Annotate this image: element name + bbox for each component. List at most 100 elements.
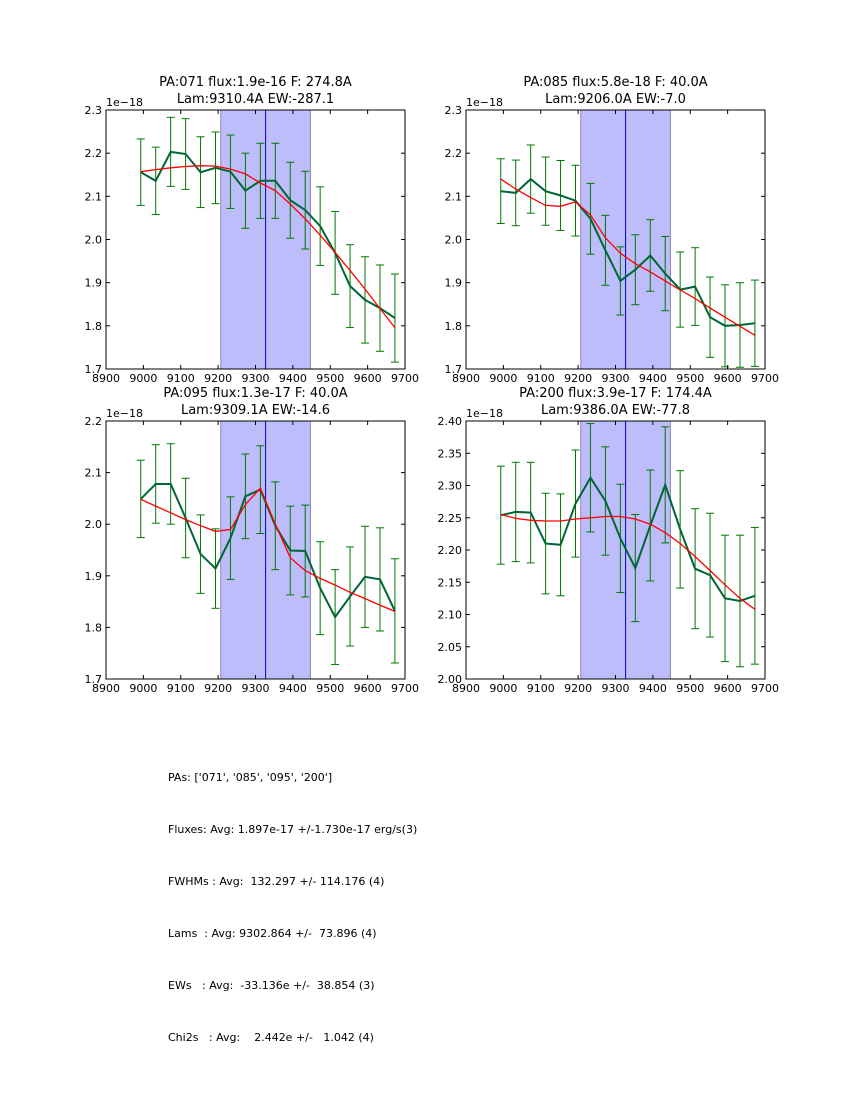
y-tick-label: 1.9 [445, 277, 463, 290]
y-tick-label: 1.7 [445, 363, 463, 376]
summary-lams: Lams : Avg: 9302.864 +/- 73.896 (4) [168, 927, 377, 940]
x-tick-label: 9500 [676, 682, 704, 695]
data-line [500, 177, 756, 327]
x-tick-label: 9000 [129, 372, 157, 385]
y-tick-label: 2.05 [438, 641, 463, 654]
y-tick-label: 2.25 [438, 512, 463, 525]
x-tick-label: 8900 [452, 682, 480, 695]
y-tick-label: 1.9 [85, 570, 103, 583]
subplot-title-line2: Lam:9310.4A EW:-287.1 [177, 92, 334, 107]
subplot-title-line1: PA:200 flux:3.9e-17 F: 174.4A [519, 386, 712, 401]
x-tick-label: 9600 [714, 682, 742, 695]
x-tick-label: 9600 [354, 682, 382, 695]
plot-area [496, 423, 759, 668]
y-tick-label: 2.15 [438, 576, 463, 589]
y-offset-label: 1e−18 [466, 407, 503, 420]
y-tick-label: 2.20 [438, 544, 463, 557]
x-tick-label: 9100 [527, 372, 555, 385]
x-tick-label: 9100 [167, 372, 195, 385]
summary-fwhms: FWHMs : Avg: 132.297 +/- 114.176 (4) [168, 875, 385, 888]
subplot-title-line1: PA:071 flux:1.9e-16 F: 274.8A [159, 75, 352, 90]
y-tick-label: 2.1 [85, 190, 103, 203]
fit-line [140, 165, 396, 329]
subplot-title-line2: Lam:9386.0A EW:-77.8 [541, 403, 690, 418]
data-line [140, 150, 396, 319]
x-tick-label: 8900 [92, 372, 120, 385]
x-tick-label: 9400 [279, 682, 307, 695]
y-offset-label: 1e−18 [106, 96, 143, 109]
subplot-4: 8900 9000 9100 9200 9300 9400 9500 9600 9700 2.00… [438, 386, 780, 695]
subplot-2: 8900 9000 9100 9200 9300 9400 9500 9600 9700 1.7 1… [445, 75, 780, 385]
subplot-1: 8900 9000 9100 9200 9300 9400 9500 9600 9700 1.7 1… [85, 75, 420, 385]
x-tick-label: 9100 [527, 682, 555, 695]
subplot-title-line1: PA:095 flux:1.3e-17 F: 40.0A [163, 386, 347, 401]
x-tick-label: 9400 [279, 372, 307, 385]
x-tick-label: 9200 [564, 682, 592, 695]
plot-area [136, 116, 399, 363]
y-tick-label: 1.7 [85, 673, 103, 686]
y-offset-label: 1e−18 [466, 96, 503, 109]
x-tick-label: 9700 [391, 682, 419, 695]
x-tick-label: 9300 [602, 682, 630, 695]
y-tick-label: 2.30 [438, 480, 463, 493]
x-tick-label: 9400 [639, 372, 667, 385]
subplot-title-line2: Lam:9206.0A EW:-7.0 [545, 92, 686, 107]
summary-stats: PAs: ['071', '085', '095', '200'] Fluxes… [168, 745, 417, 1070]
x-tick-label: 8900 [452, 372, 480, 385]
x-tick-label: 9500 [676, 372, 704, 385]
x-tick-label: 9400 [639, 682, 667, 695]
x-tick-label: 9200 [564, 372, 592, 385]
x-tick-label: 9000 [489, 372, 517, 385]
y-tick-label: 2.10 [438, 609, 463, 622]
y-tick-label: 2.1 [445, 190, 463, 203]
plot-area [136, 443, 399, 666]
x-tick-label: 9200 [204, 682, 232, 695]
y-tick-label: 2.0 [445, 234, 463, 247]
summary-fluxes: Fluxes: Avg: 1.897e-17 +/-1.730e-17 erg/… [168, 823, 418, 836]
summary-pas: PAs: ['071', '085', '095', '200'] [168, 771, 333, 784]
x-tick-label: 9600 [354, 372, 382, 385]
x-tick-label: 9700 [751, 372, 779, 385]
y-tick-label: 2.40 [438, 415, 463, 428]
subplot-title-line1: PA:085 flux:5.8e-18 F: 40.0A [523, 75, 707, 90]
x-tick-label: 9100 [167, 682, 195, 695]
x-tick-label: 9000 [489, 682, 517, 695]
fit-line [140, 486, 396, 613]
x-tick-label: 9600 [714, 372, 742, 385]
y-tick-label: 2.2 [85, 415, 103, 428]
fit-line [500, 178, 756, 336]
x-tick-label: 9500 [316, 682, 344, 695]
y-tick-label: 2.3 [85, 104, 103, 117]
y-tick-label: 1.8 [445, 320, 463, 333]
plot-area [496, 144, 759, 368]
x-tick-label: 8900 [92, 682, 120, 695]
y-tick-label: 1.8 [85, 320, 103, 333]
y-tick-label: 1.7 [85, 363, 103, 376]
fit-line [500, 513, 756, 610]
y-tick-label: 1.8 [85, 621, 103, 634]
y-offset-label: 1e−18 [106, 407, 143, 420]
y-tick-label: 1.9 [85, 277, 103, 290]
summary-chi2s: Chi2s : Avg: 2.442e +/- 1.042 (4) [168, 1031, 374, 1044]
y-tick-label: 2.2 [85, 147, 103, 160]
x-tick-label: 9500 [316, 372, 344, 385]
data-line [500, 475, 756, 603]
y-tick-label: 2.0 [85, 518, 103, 531]
subplot-3: 8900 9000 9100 9200 9300 9400 9500 9600 9700 1.7 1… [85, 386, 420, 695]
x-tick-label: 9700 [391, 372, 419, 385]
y-tick-label: 2.1 [85, 467, 103, 480]
x-tick-label: 9200 [204, 372, 232, 385]
y-tick-label: 2.0 [85, 234, 103, 247]
subplot-title-line2: Lam:9309.1A EW:-14.6 [181, 403, 330, 418]
summary-ews: EWs : Avg: -33.136e +/- 38.854 (3) [168, 979, 375, 992]
x-tick-label: 9300 [242, 372, 270, 385]
y-tick-label: 2.00 [438, 673, 463, 686]
x-tick-label: 9300 [602, 372, 630, 385]
y-tick-label: 2.3 [445, 104, 463, 117]
y-tick-label: 2.35 [438, 447, 463, 460]
x-tick-label: 9700 [751, 682, 779, 695]
x-tick-label: 9300 [242, 682, 270, 695]
x-tick-label: 9000 [129, 682, 157, 695]
y-tick-label: 2.2 [445, 147, 463, 160]
